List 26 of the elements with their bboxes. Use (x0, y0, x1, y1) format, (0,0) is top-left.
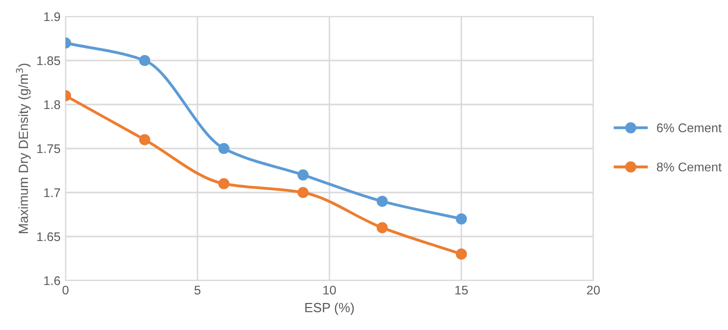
point (139, 54, 150, 66)
y-tick-label: 1.8 (44, 100, 60, 110)
y-tick-label: 1.85 (37, 56, 60, 66)
y-tick-label: 1.6 (44, 276, 60, 286)
point (218, 178, 230, 190)
y-tick-label: 1.65 (37, 232, 60, 242)
x-tick-label: 5 (194, 286, 200, 295)
point (297, 186, 309, 198)
point (139, 134, 150, 146)
point (456, 213, 467, 224)
legend-label: 6% Cement (657, 123, 722, 132)
point (376, 222, 388, 234)
x-tick-label: 15 (455, 286, 468, 295)
y-tick-label: 1.7 (44, 188, 60, 198)
point (218, 142, 230, 154)
point (376, 196, 388, 207)
y-tick-label: 1.75 (37, 144, 60, 154)
x-tick-label: 20 (587, 286, 600, 295)
legend-label: 8% Cement (656, 162, 722, 172)
point (456, 248, 467, 260)
y-tick-label: 1.9 (44, 12, 60, 22)
point (297, 169, 309, 180)
x-axis-title: ESP (%) (305, 302, 354, 315)
x-tick-label: 10 (323, 286, 336, 295)
x-tick-label: 0 (62, 286, 69, 295)
y-axis-title: Maximum Dry DEnsity (g/m$^{3}$) (16, 64, 31, 234)
